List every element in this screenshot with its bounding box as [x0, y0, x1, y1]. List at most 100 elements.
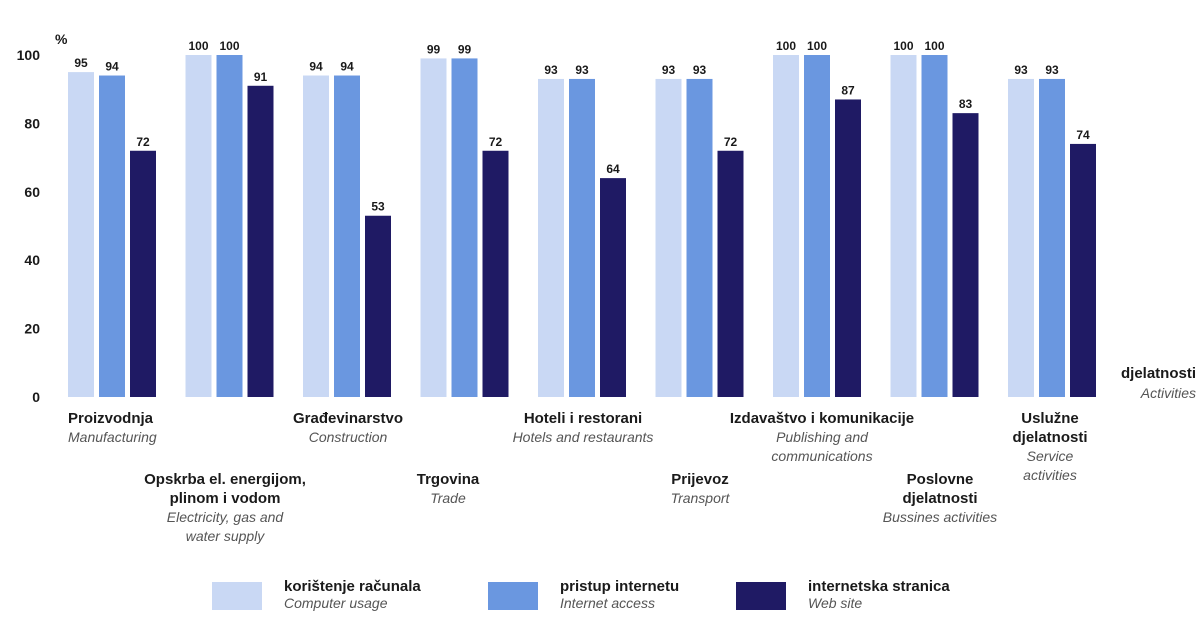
- legend-swatch-web-site: [736, 582, 786, 610]
- legend-sublabel: Web site: [808, 595, 863, 611]
- y-tick-label: 0: [32, 389, 40, 405]
- data-label: 100: [893, 39, 913, 53]
- category-sublabel: Bussines activities: [883, 509, 997, 525]
- bar: [890, 55, 917, 397]
- category-sublabel: Service: [1027, 448, 1074, 464]
- data-label: 93: [693, 63, 707, 77]
- bar: [1070, 143, 1096, 397]
- data-label: 100: [776, 39, 796, 53]
- data-label: 64: [606, 162, 620, 176]
- data-label: 99: [427, 42, 441, 56]
- category-sublabel: Publishing and: [776, 429, 869, 445]
- category-sublabel: Hotels and restaurants: [513, 429, 654, 445]
- category-label: Građevinarstvo: [293, 410, 403, 427]
- category-label: Trgovina: [417, 471, 480, 488]
- bar: [773, 55, 799, 397]
- bar: [921, 55, 948, 397]
- legend-label: internetska stranica: [808, 578, 950, 595]
- bar: [247, 85, 274, 397]
- category-label: Prijevoz: [671, 471, 729, 488]
- category-sublabel: Trade: [430, 490, 466, 506]
- data-label: 93: [575, 63, 589, 77]
- bar: [835, 99, 861, 398]
- bar: [99, 75, 125, 398]
- y-tick-label: 40: [24, 252, 40, 268]
- category-sublabel: Manufacturing: [68, 429, 157, 445]
- category-label: Izdavaštvo i komunikacije: [730, 410, 914, 427]
- bar: [569, 78, 595, 397]
- data-label: 87: [841, 83, 855, 97]
- bar: [365, 215, 391, 397]
- category-sublabel: communications: [771, 448, 872, 464]
- legend-item-internet-access: pristup internetu Internet access: [488, 578, 679, 612]
- data-label: 99: [458, 42, 472, 56]
- bar: [1008, 78, 1034, 397]
- bar: [185, 55, 212, 397]
- bar: [482, 150, 509, 397]
- category-label: Uslužne: [1021, 410, 1079, 427]
- data-label: 94: [340, 60, 354, 74]
- category-label: Opskrba el. energijom,: [144, 471, 306, 488]
- bar: [68, 72, 94, 397]
- x-axis-label: djelatnosti: [1121, 365, 1196, 382]
- x-axis-sublabel: Activities: [1140, 385, 1196, 401]
- data-label: 94: [309, 60, 323, 74]
- bar: [538, 78, 564, 397]
- data-label: 100: [807, 39, 827, 53]
- data-label: 94: [105, 60, 119, 74]
- y-tick-label: 60: [24, 184, 40, 200]
- bar-chart: 0 20 40 60 80 100% 95 94 72 100 100 91 94 94 53 99 99 72 9…: [17, 31, 1196, 544]
- bar: [334, 75, 360, 398]
- category-label: plinom i vodom: [170, 490, 281, 507]
- category-label: djelatnosti: [1012, 429, 1087, 446]
- data-label: 100: [188, 39, 208, 53]
- legend: korištenje računala Computer usage prist…: [0, 578, 1199, 618]
- y-tick-label: 100: [17, 47, 41, 63]
- data-label: 72: [136, 135, 150, 149]
- data-label: 93: [544, 63, 558, 77]
- data-label: 53: [371, 200, 385, 214]
- data-label: 72: [489, 135, 503, 149]
- bar: [686, 78, 713, 397]
- bar: [600, 178, 626, 397]
- y-tick-label: 80: [24, 115, 40, 131]
- data-label: 93: [662, 63, 676, 77]
- bar: [451, 58, 478, 398]
- category-sublabel: water supply: [186, 528, 266, 544]
- bar: [717, 150, 744, 397]
- category-label: Proizvodnja: [68, 410, 154, 427]
- category-sublabel: activities: [1023, 467, 1077, 483]
- bar: [952, 113, 979, 397]
- legend-item-web-site: internetska stranica Web site: [736, 578, 950, 612]
- bar: [1039, 78, 1065, 397]
- legend-sublabel: Internet access: [560, 595, 655, 611]
- data-label: 100: [924, 39, 944, 53]
- data-label: 72: [724, 135, 738, 149]
- category-sublabel: Electricity, gas and: [167, 509, 285, 525]
- category-sublabel: Transport: [671, 490, 731, 506]
- y-unit-label: %: [55, 31, 68, 47]
- legend-sublabel: Computer usage: [284, 595, 388, 611]
- data-label: 93: [1045, 63, 1059, 77]
- category-label: Poslovne: [907, 471, 974, 488]
- legend-item-computer-usage: korištenje računala Computer usage: [212, 578, 421, 612]
- legend-swatch-computer-usage: [212, 582, 262, 610]
- legend-label: korištenje računala: [284, 578, 421, 595]
- y-tick-label: 20: [24, 321, 40, 337]
- category-sublabel: Construction: [309, 429, 388, 445]
- data-label: 100: [219, 39, 239, 53]
- bar: [130, 150, 156, 397]
- data-label: 74: [1076, 128, 1090, 142]
- bar: [303, 75, 329, 398]
- bar: [655, 78, 682, 397]
- bar: [804, 55, 830, 397]
- data-label: 95: [74, 56, 88, 70]
- legend-label: pristup internetu: [560, 578, 680, 595]
- data-label: 93: [1014, 63, 1028, 77]
- bar: [420, 58, 447, 398]
- legend-swatch-internet-access: [488, 582, 538, 610]
- data-label: 83: [959, 97, 973, 111]
- bar: [216, 55, 243, 397]
- category-label: Hoteli i restorani: [524, 410, 642, 427]
- data-label: 91: [254, 70, 268, 84]
